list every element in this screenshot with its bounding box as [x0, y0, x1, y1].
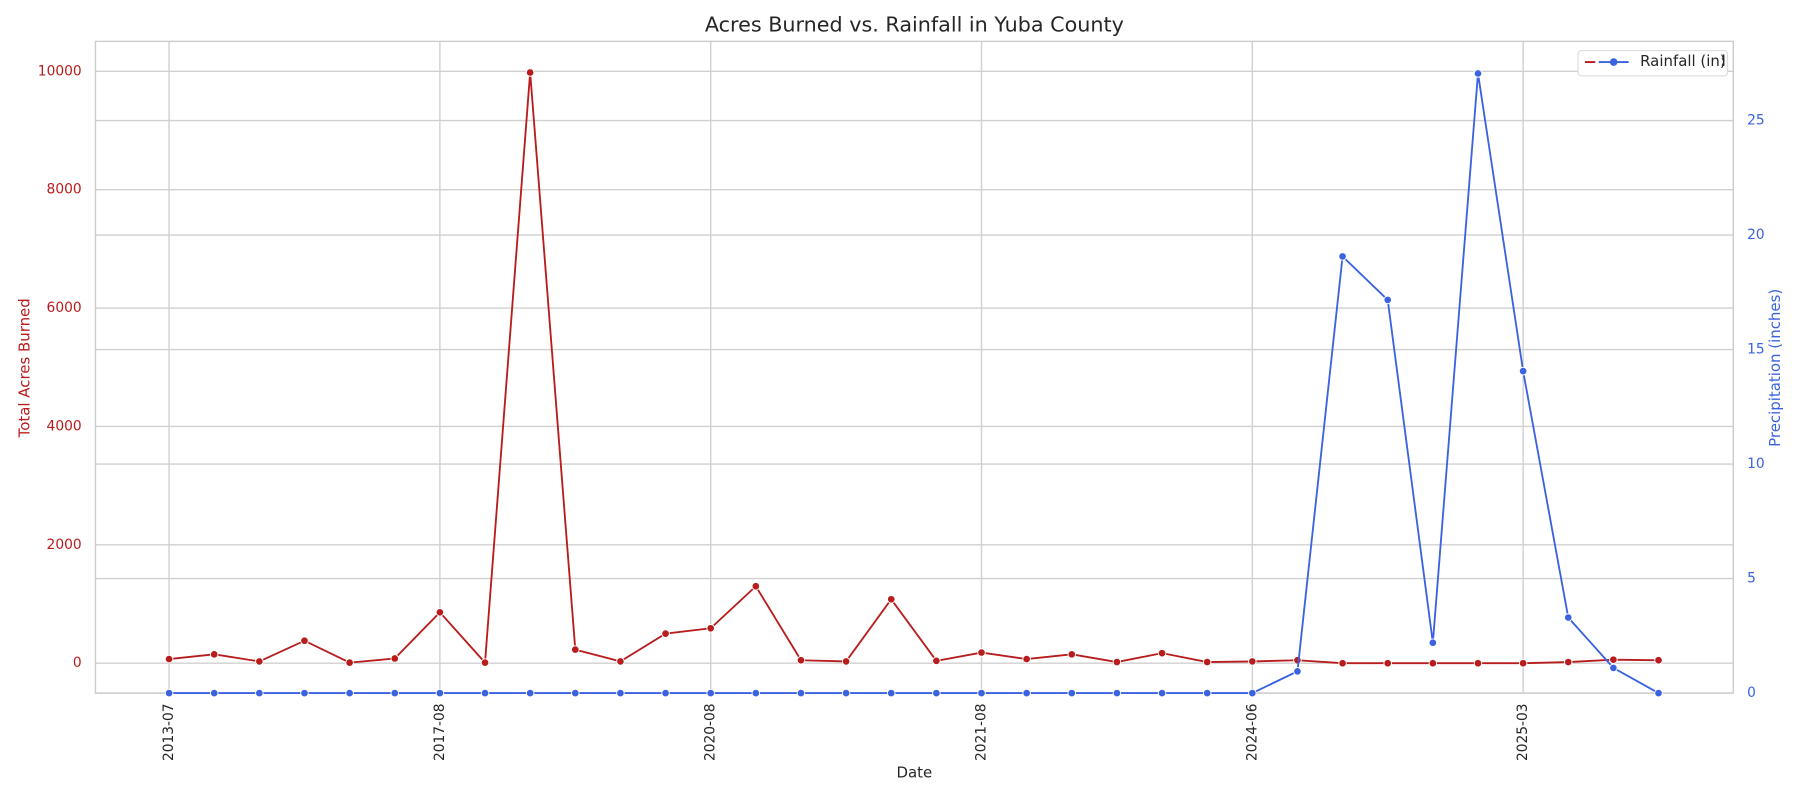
data-point — [255, 688, 264, 698]
legend-marker — [1609, 58, 1618, 66]
data-point — [209, 688, 219, 698]
data-point — [1428, 658, 1438, 668]
data-point — [616, 688, 625, 698]
data-point — [841, 688, 851, 698]
data-point — [796, 655, 806, 665]
y2-tick-label: 20 — [1747, 227, 1765, 243]
y-tick-label: 4000 — [47, 418, 82, 434]
data-point — [1518, 658, 1528, 668]
data-point — [435, 688, 445, 698]
y2-tick-label: 25 — [1747, 113, 1765, 129]
data-point — [480, 658, 490, 667]
data-point — [345, 688, 354, 698]
data-point — [1022, 688, 1031, 698]
data-point — [796, 688, 806, 698]
data-point — [886, 688, 896, 698]
x-tick-label: 2021-08 — [974, 703, 990, 761]
data-point — [661, 688, 670, 698]
x-tick-label: 2025-03 — [1515, 703, 1531, 761]
data-point — [525, 688, 535, 698]
data-point — [1383, 295, 1392, 305]
x-axis-label: Date — [897, 764, 933, 782]
data-point — [1293, 667, 1302, 676]
data-point — [435, 608, 445, 617]
data-point — [932, 656, 941, 666]
data-point — [661, 629, 670, 638]
data-point — [1157, 648, 1167, 658]
data-point — [1609, 663, 1618, 673]
data-point — [1564, 613, 1573, 622]
data-point — [1654, 688, 1663, 698]
data-point — [932, 688, 941, 698]
data-point — [886, 595, 896, 604]
x-tick-label: 2013-07 — [161, 703, 177, 761]
y2-tick-label: 15 — [1747, 342, 1765, 358]
legend-bg — [1595, 52, 1722, 74]
data-point — [1518, 366, 1528, 376]
data-point — [1202, 688, 1212, 698]
data-point — [977, 648, 986, 657]
chart-title: Acres Burned vs. Rainfall in Yuba County — [705, 12, 1124, 36]
data-point — [255, 657, 264, 666]
y-tick-label: 2000 — [47, 537, 82, 553]
data-point — [1248, 688, 1257, 698]
data-point — [525, 68, 535, 77]
data-point — [1338, 252, 1347, 261]
x-tick-label: 2020-08 — [703, 703, 719, 761]
data-point — [706, 624, 715, 633]
data-point — [977, 688, 986, 698]
data-point — [1609, 655, 1618, 664]
legend: Acres BurnedRainfall (in) — [1577, 50, 1729, 77]
data-point — [1112, 688, 1122, 698]
data-point — [571, 645, 580, 654]
data-point — [390, 688, 400, 698]
data-point — [841, 657, 851, 666]
y2-tick-label: 5 — [1747, 571, 1756, 587]
legend-label: Rainfall (in) — [1640, 52, 1726, 70]
series-line — [169, 73, 1659, 695]
data-point — [300, 636, 309, 645]
data-point — [390, 654, 400, 663]
data-point — [751, 582, 761, 591]
data-point — [1248, 657, 1257, 666]
data-point — [616, 657, 625, 666]
data-point — [1473, 658, 1483, 668]
data-point — [1022, 654, 1031, 664]
data-point — [1202, 657, 1212, 667]
y-tick-label: 8000 — [47, 182, 82, 198]
y2-axis-label: Precipitation (inches) — [1766, 289, 1784, 447]
x-tick-label: 2017-08 — [432, 703, 448, 761]
y-tick-label: 6000 — [47, 300, 82, 316]
y-tick-label: 0 — [73, 655, 82, 671]
data-point — [164, 654, 174, 664]
data-point — [480, 688, 490, 698]
data-point — [1654, 655, 1663, 665]
data-point — [1157, 688, 1167, 698]
data-point — [751, 688, 761, 698]
x-tick-label: 2024-06 — [1244, 703, 1260, 761]
data-point — [164, 688, 174, 698]
data-point — [571, 688, 580, 698]
data-point — [345, 658, 354, 667]
series-line — [168, 72, 1659, 665]
data-point — [1338, 658, 1347, 668]
y-tick-label: 10000 — [38, 63, 82, 79]
y-axis-label: Total Acres Burned — [15, 298, 33, 438]
data-point — [1383, 658, 1392, 668]
data-point — [706, 688, 715, 698]
data-point — [1564, 657, 1573, 667]
data-point — [209, 650, 219, 659]
data-point — [1428, 638, 1438, 647]
data-point — [1112, 657, 1122, 667]
y2-tick-label: 10 — [1747, 456, 1765, 472]
data-point — [1473, 69, 1483, 78]
data-point — [1067, 650, 1077, 659]
data-point — [1067, 688, 1077, 698]
y2-tick-label: 0 — [1747, 685, 1756, 701]
data-point — [300, 688, 309, 698]
